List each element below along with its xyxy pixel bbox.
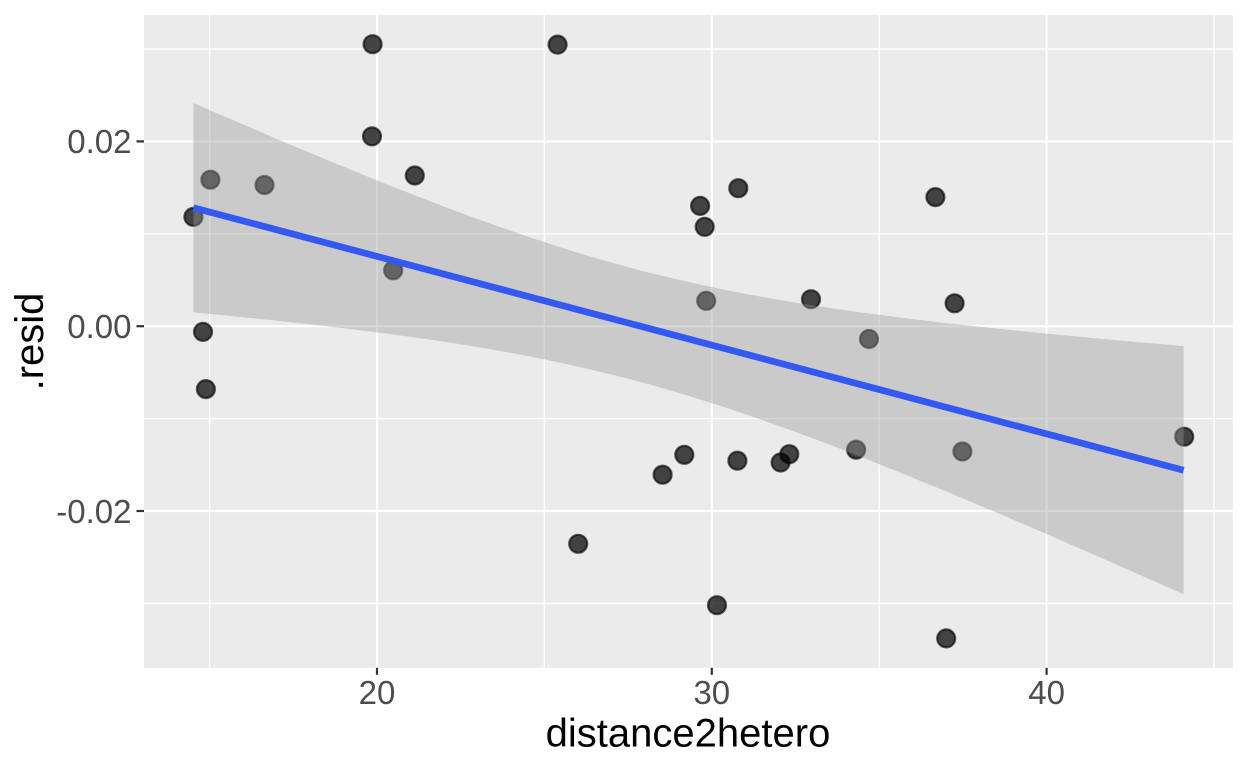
svg-text:40: 40 bbox=[1028, 674, 1065, 711]
svg-text:.resid: .resid bbox=[8, 293, 52, 391]
svg-text:30: 30 bbox=[693, 674, 730, 711]
svg-text:distance2hetero: distance2hetero bbox=[546, 712, 831, 756]
svg-text:0.02: 0.02 bbox=[67, 123, 131, 160]
svg-text:20: 20 bbox=[359, 674, 396, 711]
svg-text:0.00: 0.00 bbox=[67, 308, 131, 345]
svg-text:-0.02: -0.02 bbox=[56, 493, 131, 530]
